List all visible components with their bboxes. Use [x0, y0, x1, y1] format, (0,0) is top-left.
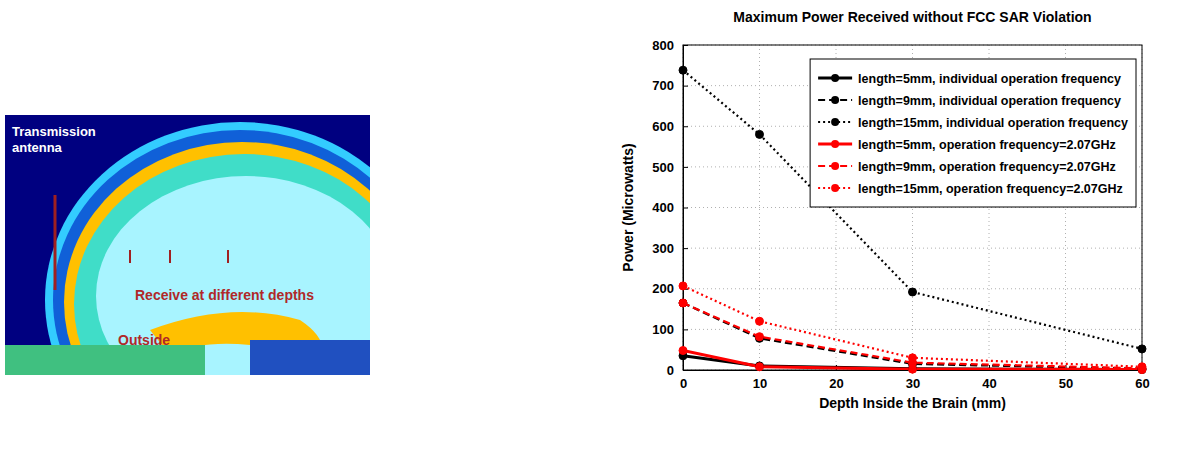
y-tick: 600 [652, 119, 688, 134]
diagram-label: Transmissionantenna [12, 124, 96, 155]
x-tick-label: 10 [753, 376, 767, 391]
y-tick-mark [683, 370, 688, 371]
cerebellum [250, 340, 370, 375]
y-tick: 800 [652, 38, 688, 53]
y-tick: 300 [652, 241, 688, 256]
series-line [683, 303, 1142, 368]
skull [53, 130, 370, 375]
plot-background [683, 45, 1142, 370]
y-tick-label: 100 [652, 322, 674, 337]
brain-diagram: Transmissionantenna Receive at different … [5, 115, 435, 464]
legend-marker [831, 96, 839, 104]
y-tick-mark [683, 329, 688, 330]
data-point [756, 363, 764, 371]
diagram-label: Receive at different depths [135, 287, 314, 303]
y-tick-label: 200 [652, 281, 674, 296]
skin [45, 122, 370, 375]
chart: 01020304050600100200300400500600700800Ma… [620, 9, 1150, 411]
legend-label: length=5mm, operation frequency=2.07GHz [858, 138, 1116, 152]
y-tick: 0 [667, 363, 688, 378]
diagram-label: Outside [118, 332, 170, 348]
antenna [54, 195, 57, 290]
brain-image [5, 115, 370, 375]
data-point [679, 347, 687, 355]
y-tick-label: 800 [652, 38, 674, 53]
data-point [756, 362, 764, 370]
x-tick-label: 60 [1135, 376, 1149, 391]
y-tick-mark [683, 45, 688, 46]
y-tick-label: 500 [652, 160, 674, 175]
figure: Transmissionantenna Receive at different … [0, 0, 1182, 464]
diagram-label-line: Transmission [12, 124, 96, 139]
chart-title: Maximum Power Received without FCC SAR V… [733, 9, 1091, 25]
y-tick: 700 [652, 78, 688, 93]
y-tick-mark [683, 208, 688, 209]
y-tick-label: 0 [667, 363, 674, 378]
y-tick-mark [683, 167, 688, 168]
cortex [64, 142, 370, 375]
data-point [679, 299, 687, 307]
y-axis: 0 100 200 300 400 500 600 700 800 [652, 38, 688, 378]
data-point [1138, 363, 1146, 371]
grey-matter [74, 154, 370, 375]
legend-marker [831, 74, 839, 82]
receiver [169, 250, 171, 263]
legend: length=5mm, individual operation frequen… [810, 59, 1136, 207]
x-tick-label: 0 [680, 376, 687, 391]
data-point [756, 333, 764, 341]
x-tick-label: 40 [982, 376, 996, 391]
y-tick: 500 [652, 160, 688, 175]
legend-box [810, 59, 1136, 207]
data-point [679, 299, 687, 307]
data-point [1138, 345, 1146, 353]
y-tick-label: 600 [652, 119, 674, 134]
lower-tissue [5, 345, 205, 375]
data-point [756, 130, 764, 138]
y-tick: 400 [652, 200, 688, 215]
y-tick-label: 700 [652, 78, 674, 93]
legend-marker [831, 118, 839, 126]
x-tick-label: 30 [906, 376, 920, 391]
grid [683, 45, 1142, 370]
x-tick-label: 50 [1059, 376, 1073, 391]
legend-label: length=15mm, individual operation freque… [858, 116, 1128, 130]
data-point [679, 66, 687, 74]
data-point [679, 282, 687, 290]
legend-label: length=9mm, individual operation frequen… [858, 94, 1121, 108]
x-axis-title: Depth Inside the Brain (mm) [819, 395, 1006, 411]
series-line [683, 286, 1142, 367]
white-matter [96, 176, 370, 375]
y-tick-mark [683, 126, 688, 127]
grid-line [683, 329, 1142, 330]
grid-line [683, 248, 1142, 249]
data-point [756, 317, 764, 325]
plot-frame [683, 45, 1142, 370]
legend-label: length=5mm, individual operation frequen… [858, 72, 1121, 86]
legend-marker [831, 184, 839, 192]
y-tick-label: 300 [652, 241, 674, 256]
legend-marker [831, 162, 839, 170]
data-point [909, 288, 917, 296]
legend-marker [831, 140, 839, 148]
x-tick-label: 20 [829, 376, 843, 391]
legend-label: length=9mm, operation frequency=2.07GHz [858, 160, 1116, 174]
legend-label: length=15mm, operation frequency=2.07GHz [858, 182, 1123, 196]
y-tick-mark [683, 248, 688, 249]
receiver [129, 250, 131, 263]
y-axis-title: Power (Microwatts) [620, 143, 636, 271]
y-tick: 200 [652, 281, 688, 296]
y-tick-mark [683, 86, 688, 87]
series-line [683, 303, 1142, 369]
y-tick: 100 [652, 322, 688, 337]
lines [683, 70, 1142, 369]
data-point [909, 354, 917, 362]
y-tick-label: 400 [652, 200, 674, 215]
receiver [227, 250, 229, 263]
diagram-label-line: antenna [12, 140, 63, 155]
